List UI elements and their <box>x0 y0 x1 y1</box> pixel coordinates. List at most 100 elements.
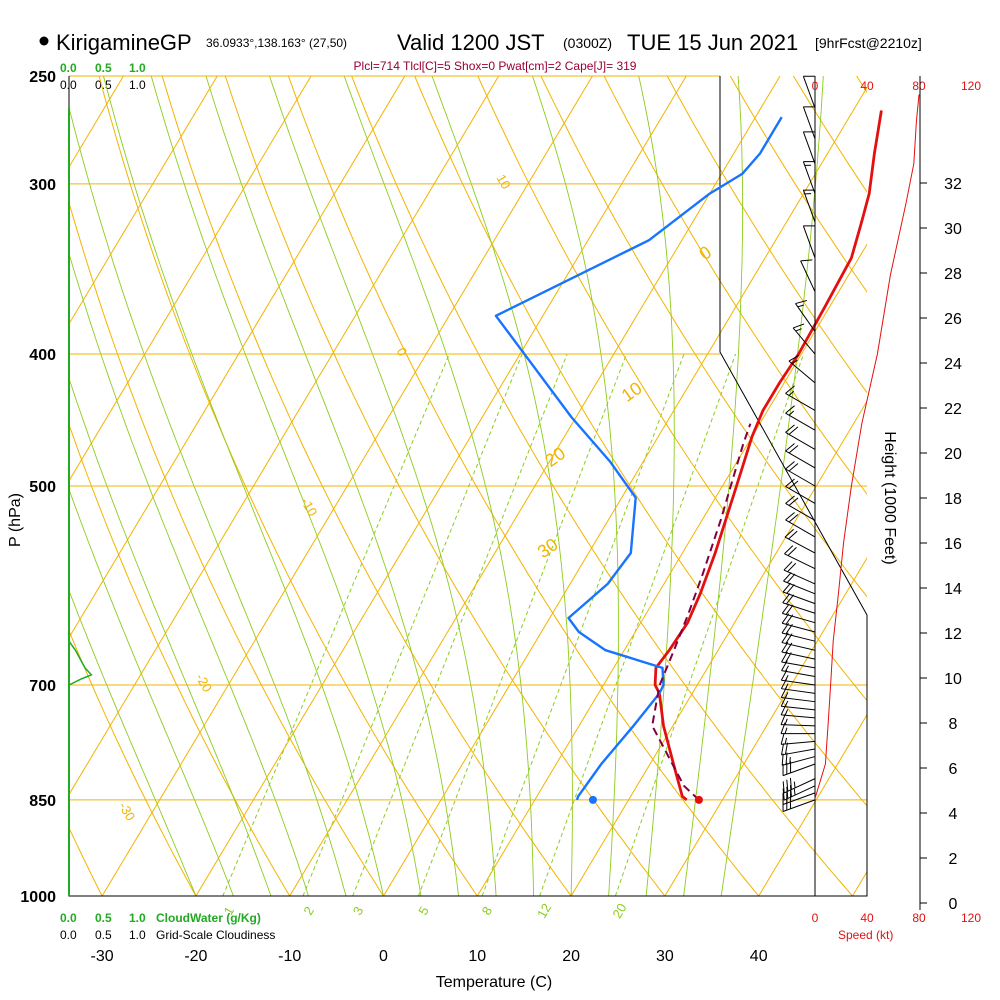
wind-barb-shaft <box>785 392 816 411</box>
wind-speed-profile <box>814 94 920 799</box>
height-tick-label: 22 <box>944 401 962 418</box>
temperature-tick-label: 30 <box>656 948 674 965</box>
height-tick-label: 2 <box>949 851 958 868</box>
valid-time: Valid 1200 JST <box>397 30 545 55</box>
moist-adiabat-label: 10 <box>618 378 646 406</box>
moist-adiabat-line <box>269 76 497 896</box>
height-axis-label: Height (1000 Feet) <box>881 431 898 564</box>
height-tick-label: 32 <box>944 176 962 193</box>
moist-adiabat-line <box>683 76 744 896</box>
wind-barb-shaft <box>782 756 816 766</box>
isotherm-line <box>664 557 867 896</box>
wind-barb-feather <box>787 547 797 556</box>
pressure-tick-label: 1000 <box>20 889 56 906</box>
surface-temperature-marker <box>694 795 703 804</box>
wind-barb-shaft <box>781 679 816 686</box>
forecast-label: [9hrFcst@2210z] <box>815 35 922 51</box>
moist-adiabat-line <box>69 251 309 896</box>
dry-adiabat-line <box>69 629 197 896</box>
pressure-tick-label: 500 <box>29 479 56 496</box>
wind-barb <box>792 323 816 355</box>
pressure-tick-label: 400 <box>29 347 56 364</box>
wind-barb-shaft <box>785 519 816 538</box>
dry-adiabat-line <box>98 76 478 896</box>
dry-adiabat-line <box>966 52 1000 925</box>
bottom-cloudiness-tick: 0.5 <box>95 928 112 942</box>
wind-barb-half-feather <box>784 737 788 745</box>
valid-date: TUE 15 Jun 2021 <box>627 30 798 55</box>
wind-barb-shaft <box>785 431 816 450</box>
pressure-tick-label: 850 <box>29 793 56 810</box>
wind-barb-feather <box>792 323 805 329</box>
station-coords: 36.0933°,138.163° (27,50) <box>206 36 347 50</box>
wind-barb-shaft <box>781 748 816 756</box>
height-tick-label: 16 <box>944 536 962 553</box>
wind-barb-shaft <box>802 161 816 194</box>
speed-tick-top: 0 <box>812 79 819 93</box>
bottom-cloudiness-tick: 1.0 <box>129 928 146 942</box>
mixing-ratio-label: 12 <box>534 901 554 921</box>
temperature-tick-label: -30 <box>91 948 114 965</box>
wind-barb <box>782 785 816 801</box>
speed-tick-top: 80 <box>912 79 926 93</box>
wind-barb-feather <box>789 777 792 790</box>
moist-adiabat-line <box>431 76 573 896</box>
top-cloudiness-scale: 0.0 0.5 1.0 <box>60 78 146 92</box>
wind-barb-half-feather <box>788 390 795 396</box>
wind-barb-half-feather <box>797 304 804 308</box>
wind-barb-feather <box>785 443 795 452</box>
wind-barb-feather <box>788 497 799 506</box>
mixing-ratio-label: 5 <box>415 904 432 918</box>
wind-barb-shaft <box>795 303 816 332</box>
top-cloud-water-scale: 0.0 0.5 1.0 <box>60 61 146 75</box>
wind-barb-feather <box>786 584 795 594</box>
wind-barb-shaft <box>800 260 816 292</box>
wind-barb <box>785 495 816 521</box>
dry-adiabat-line <box>287 76 760 896</box>
station-bullet-icon <box>39 36 49 46</box>
wind-barb-half-feather <box>793 788 796 796</box>
wind-barb-shaft <box>802 131 816 164</box>
isotherm-line <box>0 76 30 896</box>
wind-barb-feather <box>785 512 795 521</box>
cloudiness-label: Grid-Scale Cloudiness <box>156 928 275 942</box>
wind-barb-feather <box>782 788 785 801</box>
wind-barb-shaft <box>782 763 816 777</box>
wind-barb-feather <box>786 573 796 583</box>
wind-barb-shaft <box>784 536 816 554</box>
wind-barb-half-feather <box>793 781 796 788</box>
wind-barb-feather <box>787 562 797 573</box>
bottom-cloudiness-scale: 0.0 0.5 1.0 Grid-Scale Cloudiness <box>60 928 275 942</box>
wind-barb-shaft <box>781 714 816 719</box>
wind-barb <box>782 582 816 605</box>
mixing-ratio-lines <box>222 353 805 896</box>
wind-barb-half-feather <box>784 692 789 699</box>
mixing-ratio-line <box>539 353 737 896</box>
mixing-ratio-line <box>417 353 628 896</box>
bottom-cloudiness-tick: 0.0 <box>60 928 77 942</box>
stability-indices: Plcl=714 Tlcl[C]=5 Shox=0 Pwat[cm]=2 Cap… <box>354 59 637 73</box>
wind-barb <box>802 161 816 194</box>
wind-barb-shaft <box>782 602 816 614</box>
dry-adiabat-line <box>351 76 854 896</box>
wind-barb-shaft <box>782 591 816 605</box>
wind-barb-shaft <box>781 670 816 678</box>
dry-adiabat-line <box>477 76 867 702</box>
bottom-cloud-water-tick: 1.0 <box>129 911 146 925</box>
wind-barb-half-feather <box>795 328 802 332</box>
wind-barb <box>795 300 816 332</box>
wind-barb <box>802 75 816 109</box>
isotherm-line <box>852 870 867 896</box>
sounding-profiles <box>494 110 883 804</box>
wind-barb-feather <box>795 300 807 305</box>
height-tick-label: 6 <box>949 761 958 778</box>
wind-barb-half-feather <box>784 674 789 682</box>
surface-dewpoint-marker <box>588 795 597 804</box>
temperature-tick-label: -10 <box>278 948 301 965</box>
wind-barb <box>784 545 816 570</box>
moist-adiabat-lines <box>69 76 824 896</box>
wind-barb-shaft <box>781 661 816 669</box>
valid-utc: (0300Z) <box>563 35 612 51</box>
bottom-cloud-water-tick: 0.0 <box>60 911 77 925</box>
wind-barb-feather <box>785 495 795 504</box>
